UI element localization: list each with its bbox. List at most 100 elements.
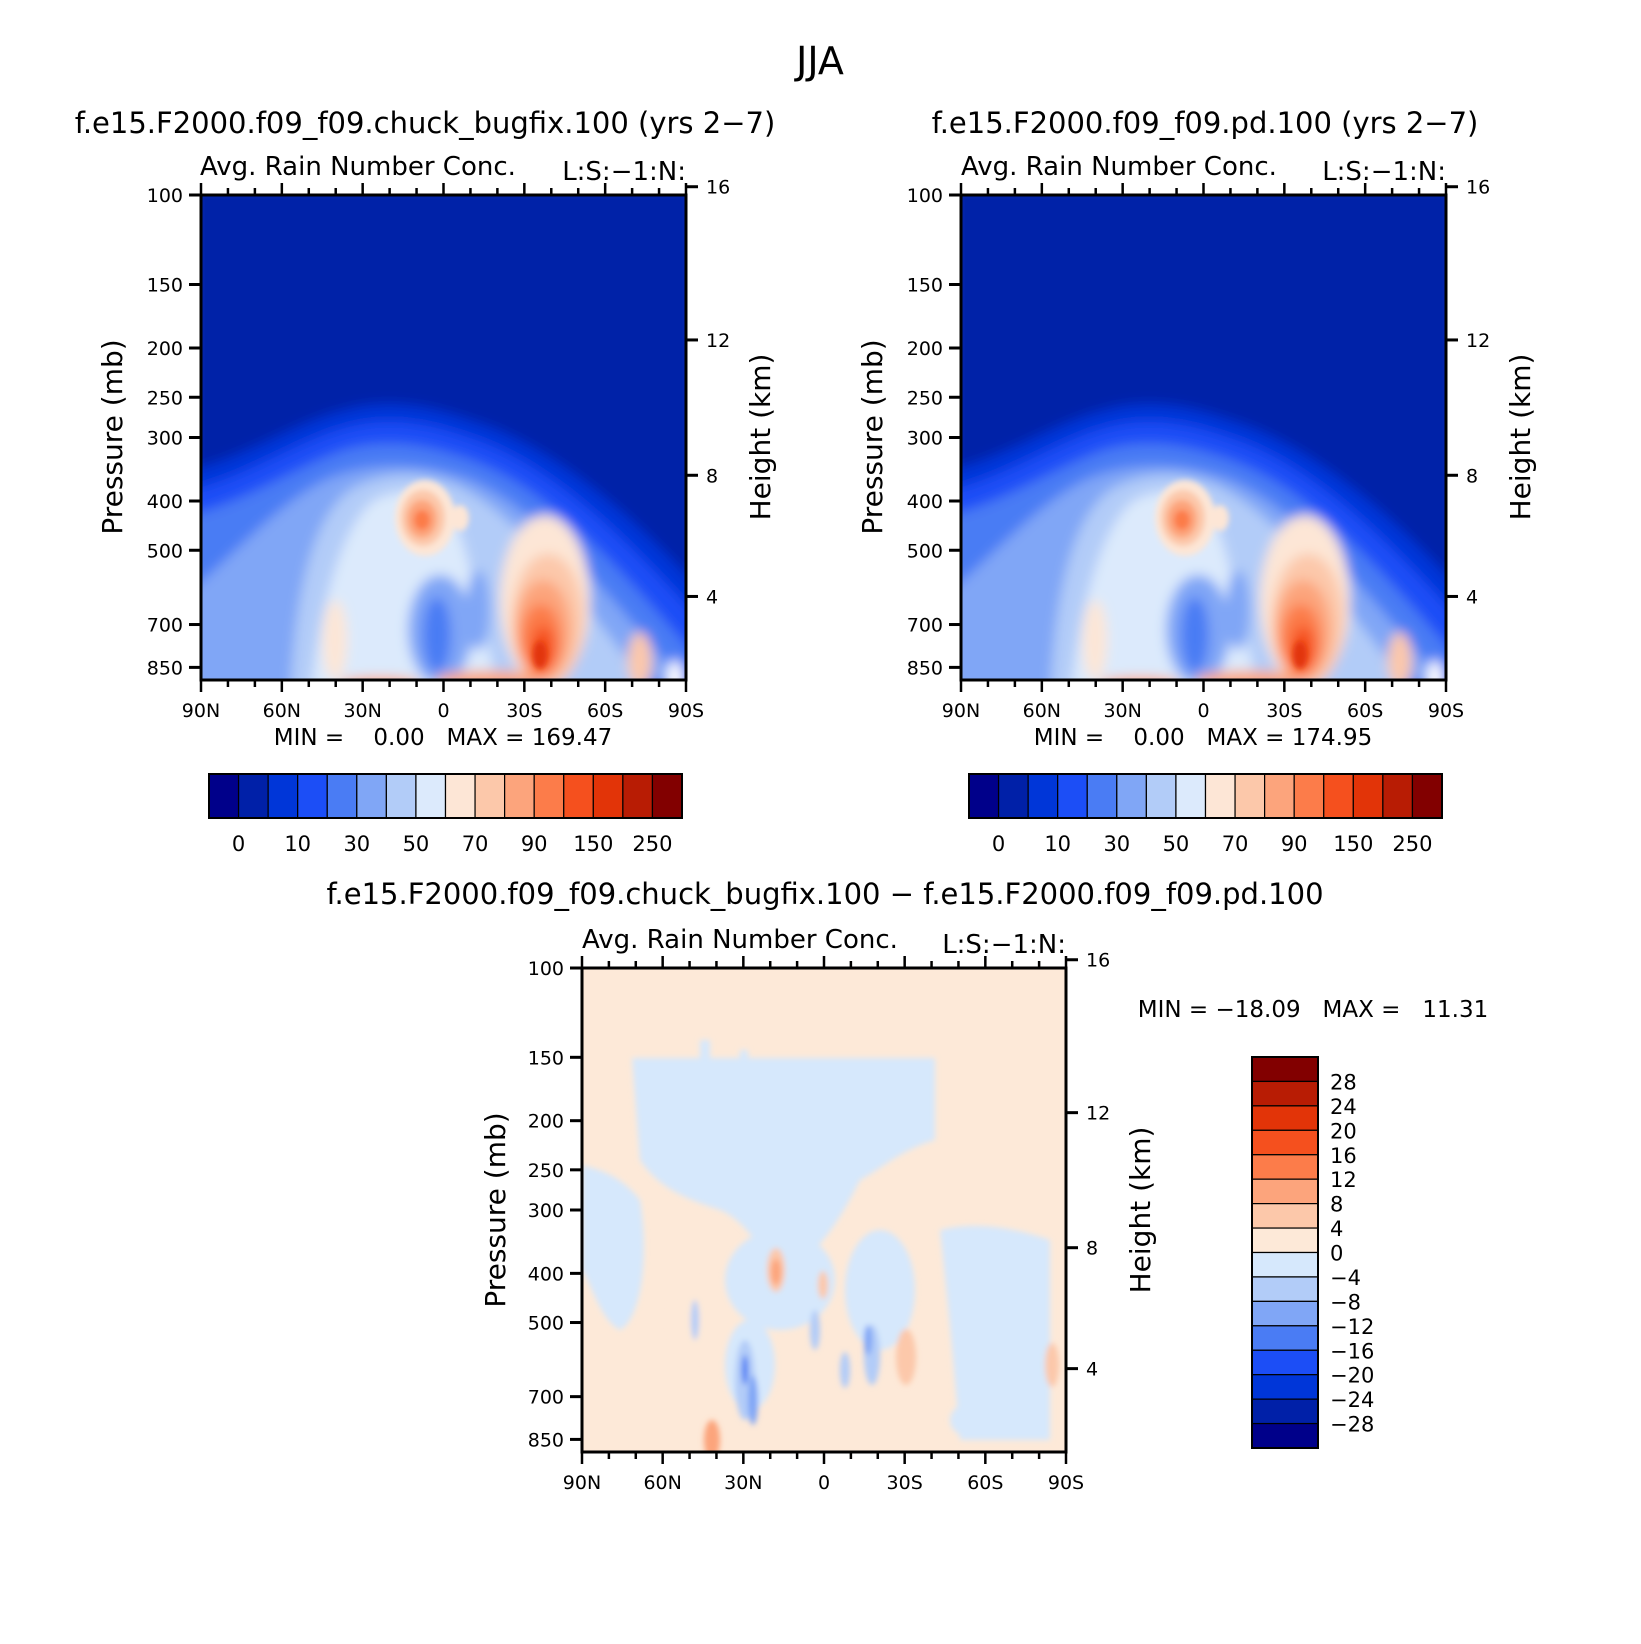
panel-variable-title: Avg. Rain Number Conc. [961,152,1277,182]
colorbar-label: 0 [1330,1242,1343,1266]
colorbar-box [1251,1178,1319,1205]
colorbar-label: 90 [1281,832,1308,856]
colorbar-label: 250 [1392,832,1432,856]
colorbar-label: 0 [232,832,245,856]
y-tick-label: 200 [528,1111,564,1133]
colorbar-label: 70 [1222,832,1249,856]
colorbar-box [1251,1422,1319,1449]
colorbar-frame [968,773,1443,819]
y-tick-label: 250 [907,387,943,409]
colorbar-box [1323,773,1354,819]
y-tick-label: 700 [907,615,943,637]
y-axis-title-height: Height (km) [1504,354,1537,521]
x-tick-label: 30N [1103,700,1141,722]
colorbar-label: 30 [343,832,370,856]
contour-field [201,195,686,680]
y2-tick-label: 8 [706,465,718,487]
y-tick-label: 300 [907,428,943,450]
y-tick-label: 700 [147,615,183,637]
colorbar-label: −4 [1330,1266,1361,1290]
colorbar-box [1116,773,1147,819]
colorbar-box [622,773,654,819]
panel-difference: f.e15.F2000.f09_f09.chuck_bugfix.100 − f… [326,877,1488,1494]
colorbar-label: −12 [1330,1315,1374,1339]
colorbar-label: 8 [1330,1193,1343,1217]
colorbar-box [1086,773,1118,819]
y-tick-label: 850 [528,1429,564,1451]
y-tick-label: 150 [528,1047,564,1069]
y-tick-label: 850 [147,657,183,679]
x-tick-label: 60S [967,1472,1003,1494]
y-tick-label: 400 [528,1263,564,1285]
colorbar-label: 10 [1044,832,1071,856]
y-tick-label: 100 [907,185,943,207]
y2-tick-label: 16 [706,177,730,199]
y2-tick-label: 4 [1466,586,1478,608]
contour-field [582,968,1066,1452]
colorbar-box [1264,773,1295,819]
y2-tick-label: 12 [1086,1103,1110,1125]
y-axis-title-pressure: Pressure (mb) [856,339,889,534]
panel-run-title: f.e15.F2000.f09_f09.pd.100 (yrs 2−7) [932,106,1479,140]
y-tick-label: 400 [147,491,183,513]
colorbar-label: 150 [1333,832,1373,856]
panel-run-title: f.e15.F2000.f09_f09.chuck_bugfix.100 (yr… [75,106,776,140]
y-tick-label: 100 [147,185,183,207]
colorbar-box [1411,773,1443,819]
colorbar-box [208,773,240,819]
colorbar-box [592,773,624,819]
y2-tick-label: 8 [1466,465,1478,487]
x-tick-label: 90N [942,700,980,722]
min-max-label: MIN = −18.09 MAX = 11.31 [1138,997,1488,1023]
y2-tick-label: 16 [1086,950,1110,972]
panel-variable-title: Avg. Rain Number Conc. [582,925,898,955]
colorbar-label: 16 [1330,1144,1357,1168]
x-tick-label: 60N [643,1472,681,1494]
colorbar-box [1251,1154,1319,1180]
colorbar-label: 90 [521,832,548,856]
colorbar-label: −24 [1330,1388,1374,1412]
colorbar-box [1251,1300,1319,1327]
colorbar: 0 10 30 50 70 90 150 250 [968,773,1443,856]
colorbar-box [651,773,683,819]
colorbar-box [1382,773,1414,819]
colorbar-box [385,773,417,819]
colorbar-label: −16 [1330,1339,1374,1363]
panel-bugfix: f.e15.F2000.f09_f09.chuck_bugfix.100 (yr… [75,106,777,856]
colorbar-label: 10 [284,832,311,856]
y-axis-title-height: Height (km) [744,354,777,521]
x-tick-label: 90S [1428,700,1464,722]
x-tick-label: 0 [818,1472,830,1494]
y2-tick-label: 4 [1086,1359,1098,1381]
colorbar-box [415,773,447,819]
colorbar-label: 150 [573,832,613,856]
min-max-label: MIN = 0.00 MAX = 169.47 [274,725,613,751]
y-tick-label: 500 [528,1313,564,1335]
colorbar-box [1234,773,1266,819]
colorbar-box [1293,773,1325,819]
x-tick-label: 0 [437,700,449,722]
x-tick-label: 90N [182,700,220,722]
colorbar-box [1251,1056,1319,1083]
y2-tick-label: 4 [706,586,718,608]
x-tick-label: 90N [563,1472,601,1494]
y-tick-label: 250 [528,1160,564,1182]
colorbar-label: −28 [1330,1413,1374,1437]
y-axis-title-pressure: Pressure (mb) [96,339,129,534]
panel-units-label: L:S:−1:N: [942,930,1066,960]
colorbar-box [1145,773,1177,819]
colorbar-label: 4 [1330,1217,1343,1241]
y-tick-label: 300 [528,1200,564,1222]
x-tick-label: 0 [1197,700,1209,722]
colorbar-label: 50 [1163,832,1190,856]
colorbar-box [1251,1080,1319,1107]
y-axis-title-height: Height (km) [1124,1127,1157,1294]
colorbar-box [563,773,594,819]
y-tick-label: 200 [147,338,183,360]
x-tick-label: 60N [1023,700,1061,722]
colorbar-box [1251,1203,1319,1229]
x-tick-label: 90S [1048,1472,1084,1494]
colorbar-box [356,773,387,819]
